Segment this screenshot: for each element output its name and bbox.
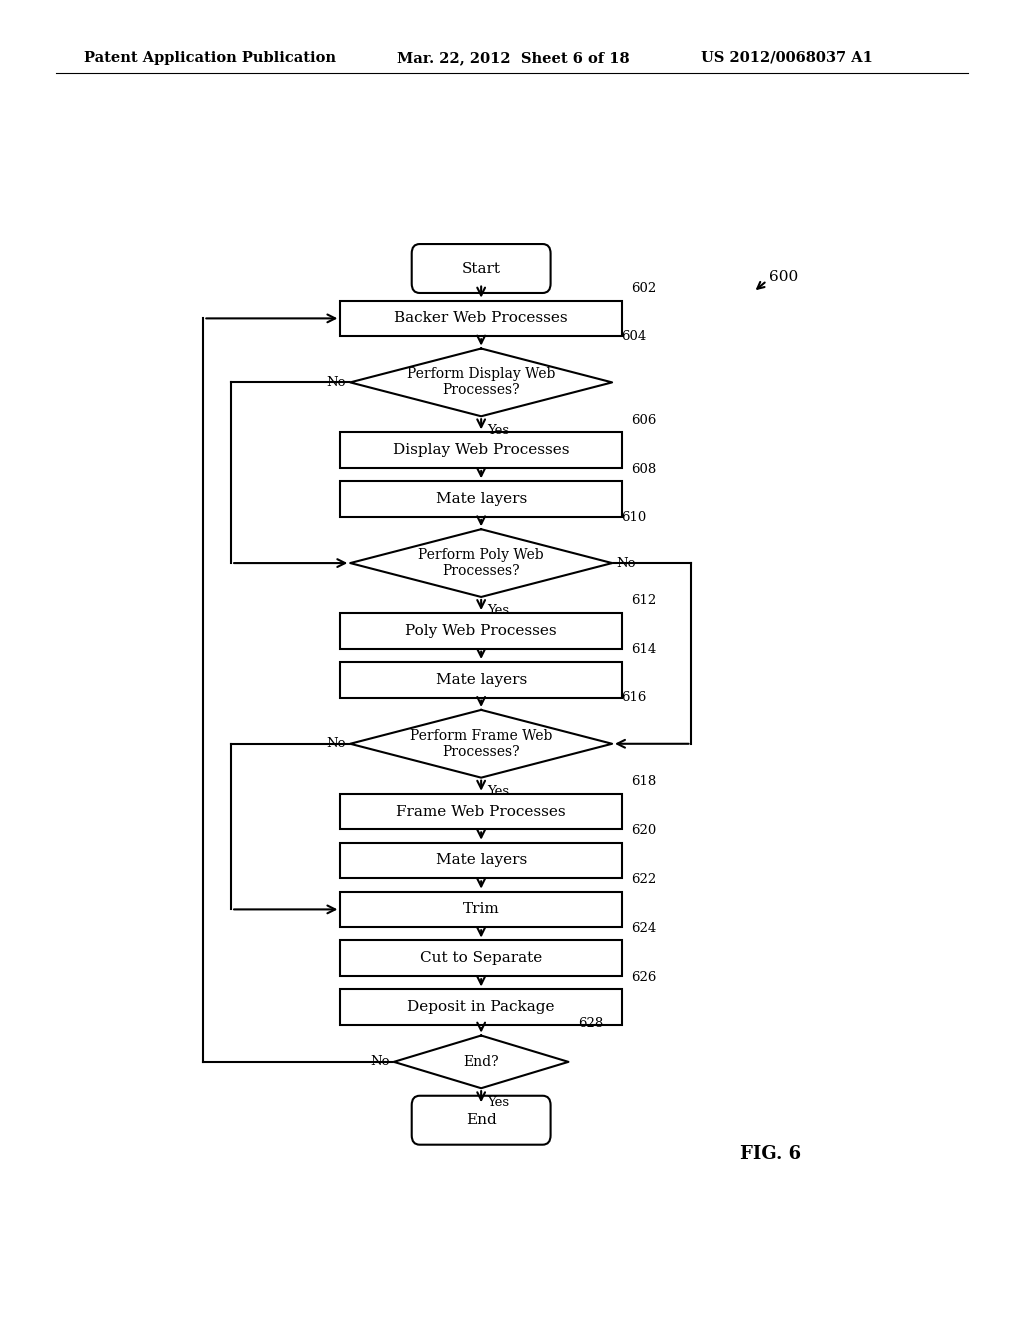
FancyBboxPatch shape — [412, 1096, 551, 1144]
Bar — [340, 990, 622, 1026]
Text: Perform Poly Web
Processes?: Perform Poly Web Processes? — [419, 548, 544, 578]
Text: 620: 620 — [632, 824, 656, 837]
Text: End: End — [466, 1113, 497, 1127]
Text: Mate layers: Mate layers — [435, 854, 526, 867]
Text: 602: 602 — [632, 282, 656, 294]
Text: Cut to Separate: Cut to Separate — [420, 952, 543, 965]
Polygon shape — [350, 348, 612, 416]
Bar — [340, 301, 622, 337]
Polygon shape — [394, 1035, 568, 1088]
Bar — [340, 842, 622, 878]
Text: Frame Web Processes: Frame Web Processes — [396, 804, 566, 818]
Text: No: No — [327, 738, 346, 750]
Text: 624: 624 — [632, 921, 656, 935]
Text: 608: 608 — [632, 462, 656, 475]
Text: No: No — [327, 376, 346, 389]
Text: Yes: Yes — [487, 605, 510, 618]
Text: Yes: Yes — [487, 1096, 510, 1109]
Text: 618: 618 — [632, 775, 656, 788]
Text: Backer Web Processes: Backer Web Processes — [394, 312, 568, 326]
Text: 628: 628 — [578, 1016, 603, 1030]
Text: Perform Display Web
Processes?: Perform Display Web Processes? — [407, 367, 555, 397]
Bar — [340, 940, 622, 977]
Text: Yes: Yes — [487, 424, 510, 437]
FancyBboxPatch shape — [412, 244, 551, 293]
Text: Trim: Trim — [463, 903, 500, 916]
Text: 612: 612 — [632, 594, 656, 607]
Bar — [340, 891, 622, 927]
Text: Poly Web Processes: Poly Web Processes — [406, 624, 557, 638]
Text: 616: 616 — [622, 692, 647, 705]
Text: 604: 604 — [622, 330, 647, 343]
Text: FIG. 6: FIG. 6 — [740, 1144, 802, 1163]
Text: No: No — [616, 557, 636, 569]
Text: Display Web Processes: Display Web Processes — [393, 444, 569, 457]
Text: Perform Frame Web
Processes?: Perform Frame Web Processes? — [410, 729, 552, 759]
Text: Patent Application Publication: Patent Application Publication — [84, 50, 336, 65]
Text: 626: 626 — [632, 970, 657, 983]
Bar — [340, 793, 622, 829]
Bar — [340, 432, 622, 469]
Text: Mar. 22, 2012  Sheet 6 of 18: Mar. 22, 2012 Sheet 6 of 18 — [397, 50, 630, 65]
Text: 622: 622 — [632, 873, 656, 886]
Bar — [340, 612, 622, 648]
Text: 600: 600 — [769, 271, 799, 284]
Text: 610: 610 — [622, 511, 647, 524]
Bar — [340, 661, 622, 698]
Text: Start: Start — [462, 261, 501, 276]
Polygon shape — [350, 529, 612, 597]
Text: Deposit in Package: Deposit in Package — [408, 1001, 555, 1014]
Text: 606: 606 — [632, 413, 657, 426]
Text: Mate layers: Mate layers — [435, 673, 526, 686]
Bar — [340, 482, 622, 517]
Polygon shape — [350, 710, 612, 777]
Text: Mate layers: Mate layers — [435, 492, 526, 506]
Text: 614: 614 — [632, 643, 656, 656]
Text: Yes: Yes — [487, 785, 510, 799]
Text: End?: End? — [463, 1055, 499, 1069]
Text: US 2012/0068037 A1: US 2012/0068037 A1 — [701, 50, 873, 65]
Text: No: No — [371, 1056, 390, 1068]
